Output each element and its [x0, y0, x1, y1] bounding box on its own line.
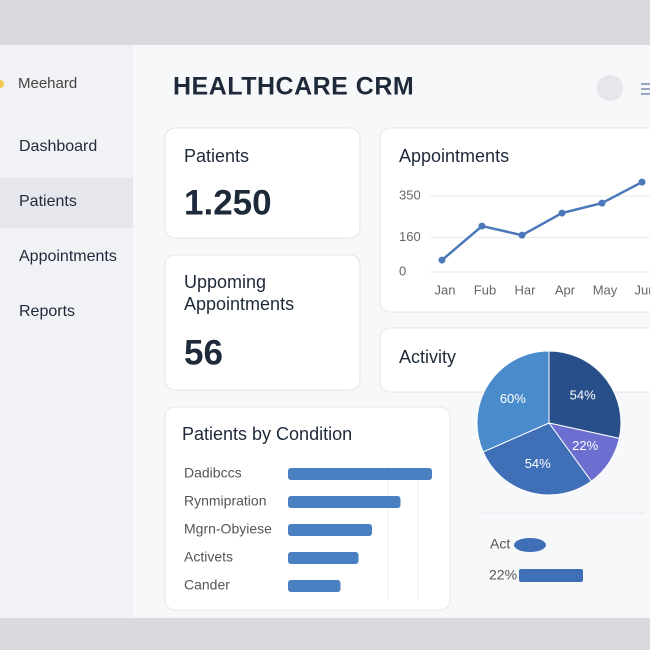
bar — [288, 580, 341, 592]
slice — [548, 350, 622, 439]
nav-item[interactable]: Patients — [19, 193, 77, 210]
category-label: Cander — [184, 577, 230, 593]
card — [164, 127, 361, 239]
chart-title: Patients by Condition — [182, 424, 352, 444]
card-value: 1.250 — [184, 183, 272, 222]
chart-title: Activity — [399, 347, 456, 367]
sidebar — [0, 45, 133, 618]
point — [558, 209, 566, 217]
point — [478, 222, 486, 230]
line — [441, 180, 643, 262]
x-tick-label: Jan — [435, 282, 456, 297]
point — [598, 199, 606, 207]
row-bar — [519, 569, 583, 582]
bar — [288, 552, 359, 564]
nav-item[interactable]: Reports — [19, 303, 75, 320]
menu-icon[interactable] — [641, 88, 650, 90]
active-row[interactable] — [0, 178, 133, 228]
card-label: Uppoming Appointments — [184, 272, 295, 314]
slice — [476, 350, 550, 453]
y-tick-label: 350 — [399, 188, 421, 203]
logo: Meehard — [18, 75, 77, 92]
page-title: HEALTHCARE CRM — [173, 73, 414, 101]
logo-icon — [0, 80, 4, 88]
card-value: 56 — [184, 333, 223, 372]
nav-item[interactable]: Appointments — [19, 248, 117, 265]
bar — [288, 468, 432, 480]
chart-title: Appointments — [399, 146, 509, 166]
row-label: 22% — [489, 567, 517, 583]
category-label: Rynmipration — [184, 493, 266, 509]
x-tick-label: Fub — [474, 282, 496, 297]
x-tick-label: Jun — [635, 282, 650, 297]
point — [438, 256, 446, 264]
bar — [288, 496, 401, 508]
slice — [482, 422, 593, 496]
bar — [288, 524, 372, 536]
category-label: Activets — [184, 549, 233, 565]
category-label: Mgrn-Obyiese — [184, 521, 272, 537]
icon-button[interactable] — [597, 75, 623, 101]
nav-item[interactable]: Dashboard — [19, 138, 97, 155]
point — [518, 231, 526, 239]
point — [638, 178, 646, 186]
slice-label: 54% — [525, 456, 551, 471]
x-tick-label: May — [593, 282, 618, 297]
y-tick-label: 160 — [399, 229, 421, 244]
slice-label: 54% — [570, 387, 596, 402]
x-tick-label: Har — [515, 282, 537, 297]
x-tick-label: Apr — [555, 282, 576, 297]
menu-icon[interactable] — [641, 93, 650, 95]
card — [379, 127, 650, 313]
row-shape — [514, 538, 546, 552]
card — [164, 254, 361, 391]
slice-label: 60% — [500, 391, 526, 406]
menu-icon[interactable] — [641, 83, 650, 85]
card — [164, 406, 451, 611]
card-label: Patients — [184, 146, 249, 166]
y-tick-label: 0 — [399, 263, 406, 278]
category-label: Dadibccs — [184, 465, 242, 481]
slice-label: 22% — [572, 438, 598, 453]
row-label: Act — [490, 536, 510, 552]
